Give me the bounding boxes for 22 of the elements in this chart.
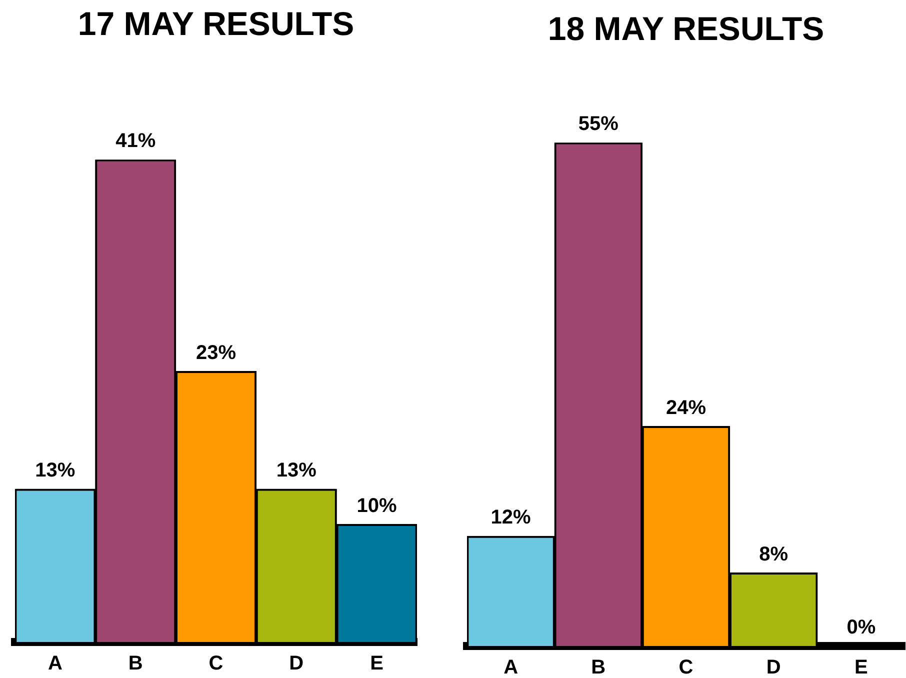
- chart-title: 17 MAY RESULTS: [78, 4, 354, 42]
- x-tick-label: D: [766, 656, 781, 678]
- x-tick-label: A: [504, 656, 518, 678]
- x-tick-label: E: [370, 652, 384, 675]
- x-tick-label: D: [289, 652, 304, 675]
- data-label: 23%: [196, 342, 236, 364]
- x-tick-label: A: [48, 652, 62, 675]
- data-label: 0%: [846, 616, 876, 639]
- data-label: 8%: [759, 543, 788, 566]
- data-label: 55%: [578, 113, 619, 136]
- data-label: 24%: [666, 396, 706, 419]
- x-tick-label: B: [591, 656, 606, 678]
- x-tick-label: B: [128, 652, 143, 675]
- x-tick-label: C: [208, 652, 224, 675]
- data-label: 13%: [35, 460, 76, 482]
- x-tick-label: E: [854, 656, 868, 678]
- data-label: 12%: [490, 506, 532, 529]
- x-tick-label: C: [678, 656, 694, 678]
- data-label: 13%: [276, 460, 317, 482]
- data-label: 10%: [356, 494, 398, 517]
- chart-title: 18 MAY RESULTS: [548, 10, 824, 47]
- data-label: 41%: [116, 130, 156, 152]
